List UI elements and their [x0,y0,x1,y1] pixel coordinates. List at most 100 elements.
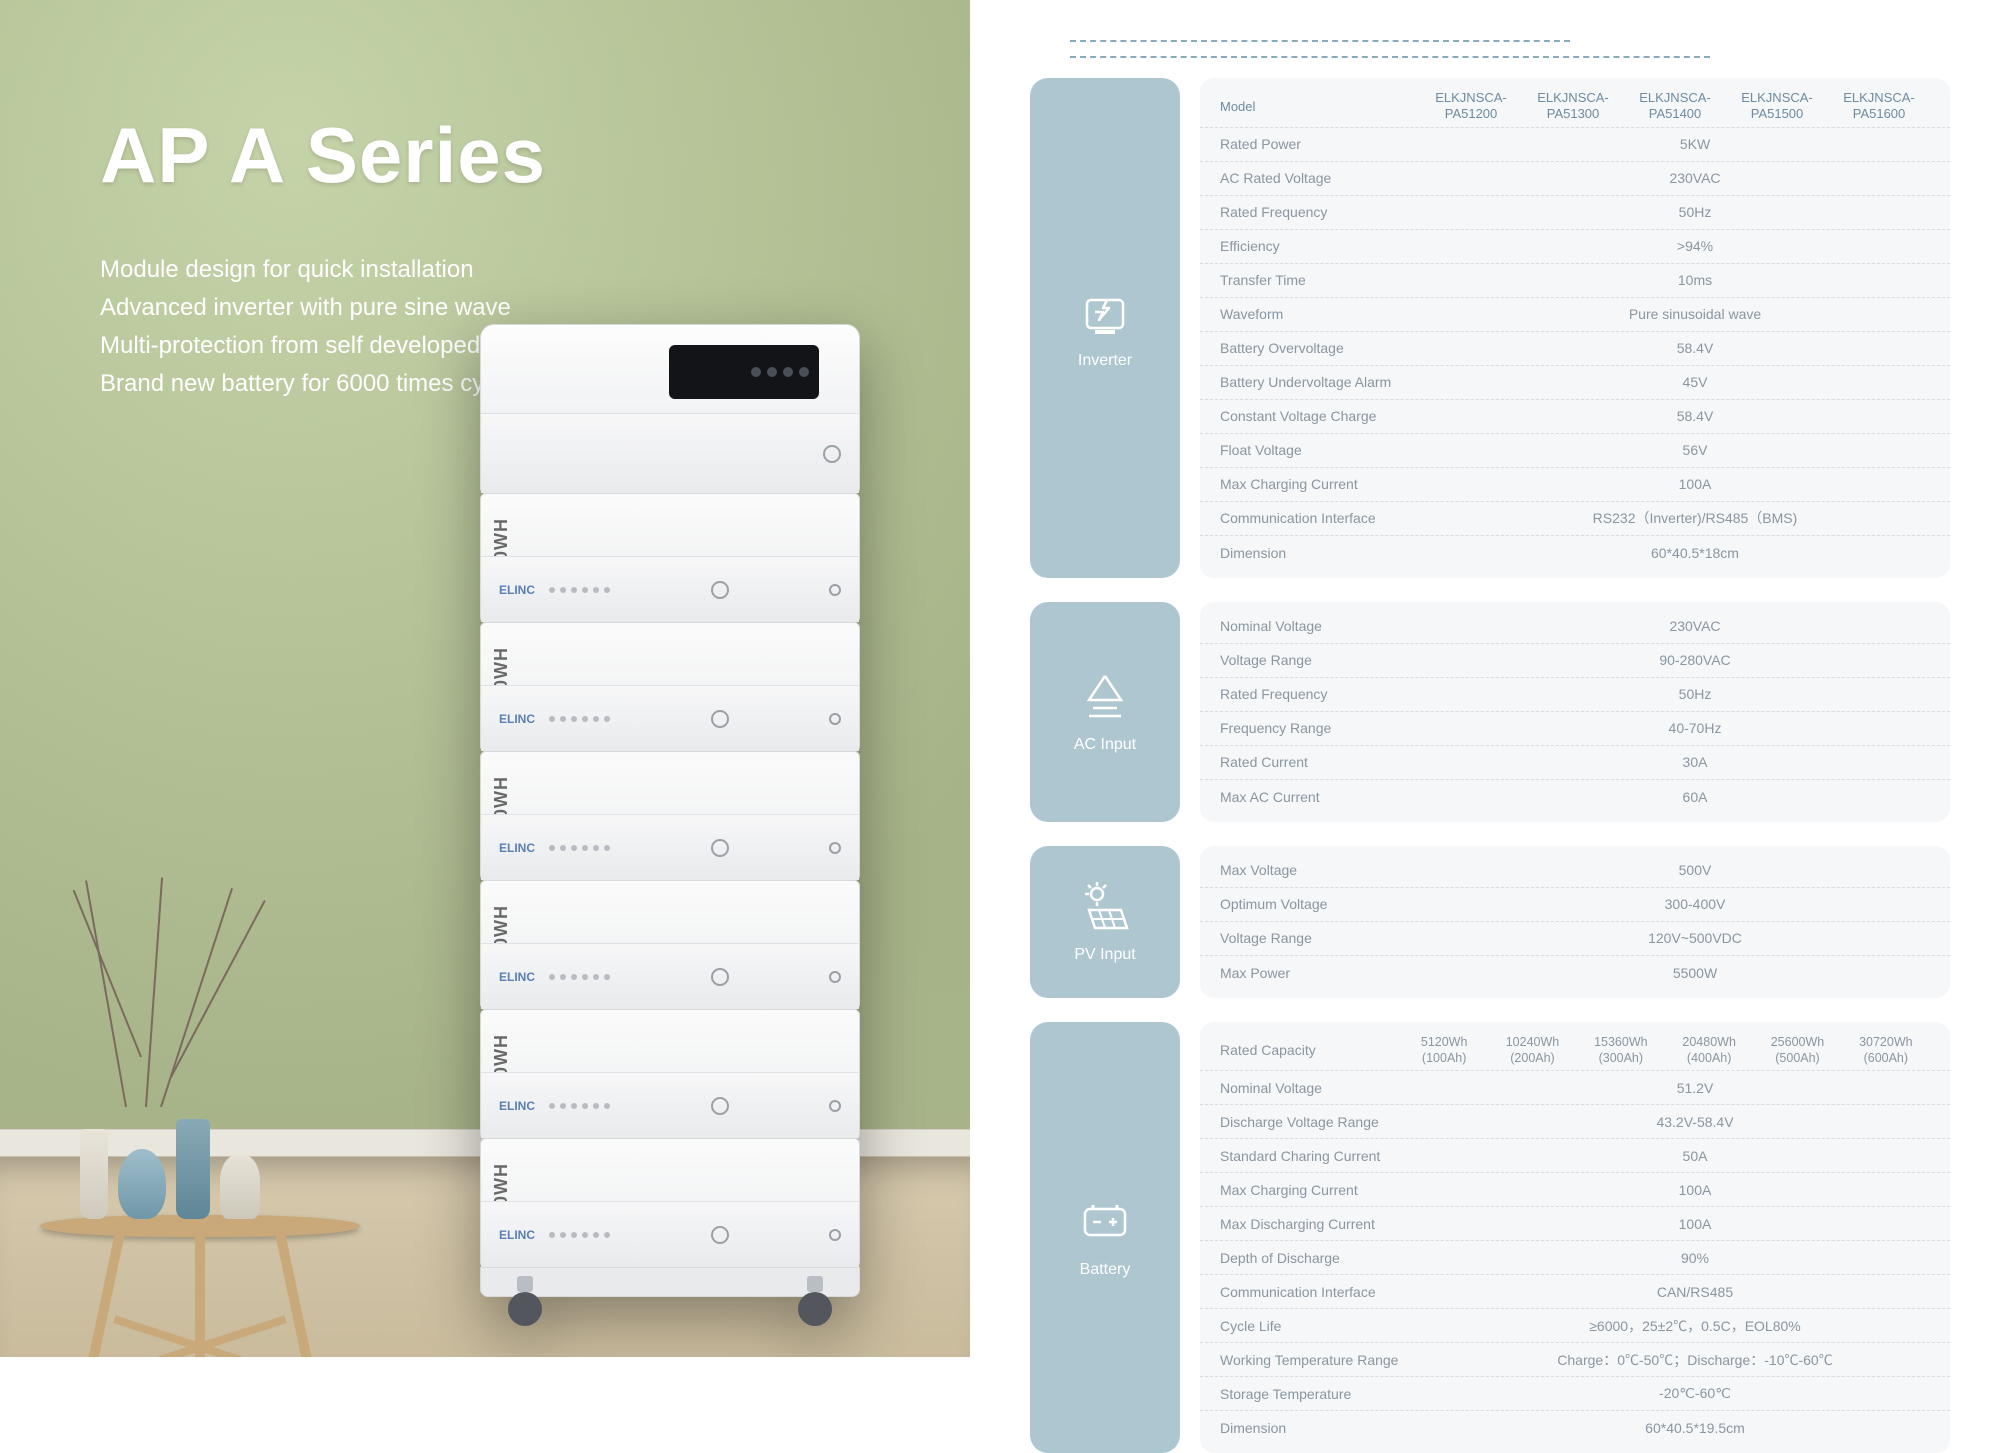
spec-key: Battery Overvoltage [1220,340,1460,356]
section-label: PV Input [1074,946,1135,964]
spec-key: Nominal Voltage [1220,1080,1460,1096]
spec-key: Cycle Life [1220,1318,1460,1334]
section-label: AC Input [1074,736,1136,754]
model-label: Model [1220,99,1420,114]
port-icon [711,1097,729,1115]
spec-row: Waveform Pure sinusoidal wave [1200,298,1950,332]
spec-value: 56V [1460,442,1930,458]
spec-row: Standard Charing Current 50A [1200,1139,1950,1173]
battery-module: 5120WH ELINC [480,751,860,881]
indicator-dots-icon [549,1232,610,1238]
spec-key: Battery Undervoltage Alarm [1220,374,1460,390]
hero-line-1: Module design for quick installation [100,251,552,289]
spec-key: Dimension [1220,1420,1460,1436]
port-icon [711,839,729,857]
indicator-dots-icon [549,716,610,722]
indicator-dots-icon [549,845,610,851]
spec-row: Efficiency >94% [1200,230,1950,264]
spec-row: Transfer Time 10ms [1200,264,1950,298]
spec-row: AC Rated Voltage 230VAC [1200,162,1950,196]
spec-row: Battery Overvoltage 58.4V [1200,332,1950,366]
spec-value: 100A [1460,1216,1930,1232]
spec-key: Storage Temperature [1220,1386,1460,1402]
spec-key: Max Charging Current [1220,1182,1460,1198]
spec-row: Working Temperature Range Charge：0℃-50℃；… [1200,1343,1950,1377]
spec-key: Max Voltage [1220,862,1460,878]
model-header-row: ModelELKJNSCA-PA51200ELKJNSCA-PA51300ELK… [1200,86,1950,128]
spec-key: Frequency Range [1220,720,1460,736]
spec-value: 230VAC [1460,170,1930,186]
spec-key: Voltage Range [1220,652,1460,668]
spec-row: Voltage Range 120V~500VDC [1200,922,1950,956]
spec-key: Rated Frequency [1220,686,1460,702]
spec-value: 30720Wh(600Ah) [1842,1034,1930,1067]
caster-wheel-icon [791,1282,839,1330]
spec-value: -20℃-60℃ [1460,1385,1930,1402]
brand-label: ELINC [499,583,535,597]
caster-wheel-icon [501,1282,549,1330]
spec-key: Max Charging Current [1220,476,1460,492]
battery-module: 5120WH ELINC [480,880,860,1010]
spec-value: 25600Wh(500Ah) [1753,1034,1841,1067]
spec-key: Dimension [1220,545,1460,561]
port-icon [829,1229,841,1241]
spec-section-pv: PV Input Max Voltage 500V Optimum Voltag… [1030,846,1950,998]
brand-label: ELINC [499,712,535,726]
spec-row: Max Voltage 500V [1200,854,1950,888]
spec-key: Nominal Voltage [1220,618,1460,634]
spec-row: Rated Power 5KW [1200,128,1950,162]
spec-row: Nominal Voltage 230VAC [1200,610,1950,644]
port-icon [711,968,729,986]
spec-value: 500V [1460,862,1930,878]
spec-key: Standard Charing Current [1220,1148,1460,1164]
capacity-row: Rated Capacity5120Wh(100Ah)10240Wh(200Ah… [1200,1030,1950,1072]
spec-key: Communication Interface [1220,510,1460,526]
indicator-dots-icon [549,974,610,980]
spec-value: 45V [1460,374,1930,390]
base-plate [480,1267,860,1297]
port-icon [823,445,841,463]
spec-key: Rated Power [1220,136,1460,152]
spec-value: 300-400V [1460,896,1930,912]
spec-key: Rated Frequency [1220,204,1460,220]
spec-value: 15360Wh(300Ah) [1577,1034,1665,1067]
inverter-icon [1079,286,1131,338]
spec-value: Pure sinusoidal wave [1460,306,1930,322]
spec-row: Max Charging Current 100A [1200,1173,1950,1207]
spec-row: Communication Interface RS232（Inverter)/… [1200,502,1950,536]
side-table-decor [40,1215,360,1237]
spec-key: Optimum Voltage [1220,896,1460,912]
spec-row: Rated Frequency 50Hz [1200,678,1950,712]
spec-value: 60*40.5*18cm [1460,545,1930,561]
spec-row: Nominal Voltage 51.2V [1200,1071,1950,1105]
indicator-dots-icon [549,1103,610,1109]
port-icon [829,1100,841,1112]
hero-title: AP A Series [100,110,552,201]
section-badge: Battery [1030,1022,1180,1453]
spec-value: 100A [1460,1182,1930,1198]
spec-value: 120V~500VDC [1460,930,1930,946]
header-dashes [1070,40,1950,58]
spec-value: Charge：0℃-50℃；Discharge：-10℃-60℃ [1460,1350,1930,1370]
spec-value: 100A [1460,476,1930,492]
spec-row: Rated Current 30A [1200,746,1950,780]
port-icon [829,842,841,854]
spec-value: 5KW [1460,136,1930,152]
spec-value: 5120Wh(100Ah) [1400,1034,1488,1067]
spec-key: Rated Current [1220,754,1460,770]
spec-row: Cycle Life ≥6000，25±2℃，0.5C，EOL80% [1200,1309,1950,1343]
spec-value: ≥6000，25±2℃，0.5C，EOL80% [1460,1316,1930,1336]
brand-label: ELINC [499,970,535,984]
spec-table: Max Voltage 500V Optimum Voltage 300-400… [1200,846,1950,998]
spec-key: Transfer Time [1220,272,1460,288]
spec-section-battery: Battery Rated Capacity5120Wh(100Ah)10240… [1030,1022,1950,1453]
spec-value: 90% [1460,1250,1930,1266]
spec-row: Max Discharging Current 100A [1200,1207,1950,1241]
port-icon [829,971,841,983]
spec-key: Waveform [1220,306,1460,322]
spec-key: Max Power [1220,965,1460,981]
spec-row: Constant Voltage Charge 58.4V [1200,400,1950,434]
spec-row: Voltage Range 90-280VAC [1200,644,1950,678]
spec-table: Nominal Voltage 230VAC Voltage Range 90-… [1200,602,1950,822]
spec-key: Float Voltage [1220,442,1460,458]
